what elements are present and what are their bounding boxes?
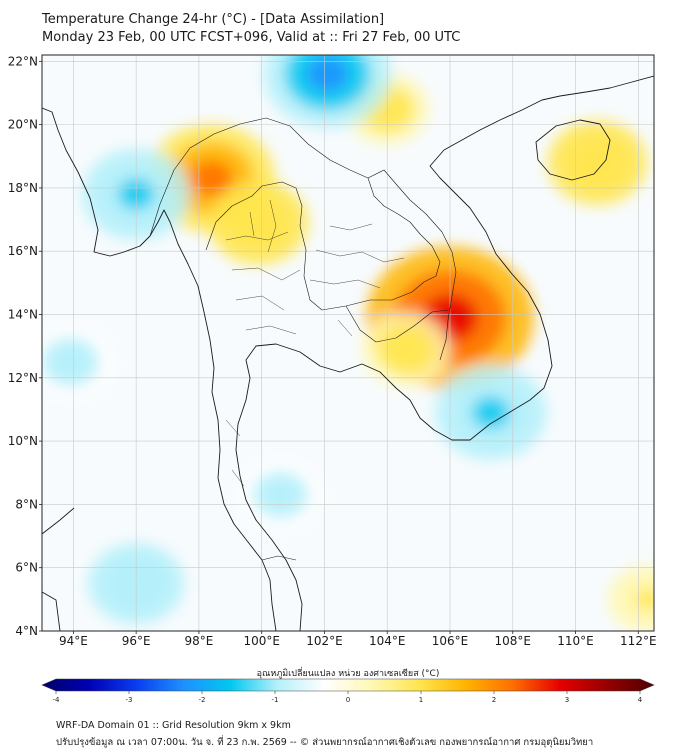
- colorbar-tick-label: -2: [199, 696, 206, 704]
- border-laos-vietnam: [367, 169, 457, 361]
- longitude-labels: 94°E 96°E 98°E 100°E 102°E 104°E 106°E 108°E 110…: [59, 631, 657, 648]
- lon-tick-label: 112°E: [620, 634, 657, 648]
- colorbar-tick-label: -3: [126, 696, 133, 704]
- thai-provinces: [225, 199, 405, 487]
- warm-anomaly-4: [391, 336, 421, 362]
- latitude-labels: 22°N 20°N 18°N 16°N 14°N 12°N 10°N 8°N 6°N 4°N: [8, 54, 42, 638]
- map-subtitle: Monday 23 Feb, 00 UTC FCST+096, Valid at…: [42, 30, 461, 45]
- cool-anomaly-7: [306, 55, 349, 93]
- coastline-west: [42, 107, 277, 631]
- lat-tick-label: 6°N: [15, 561, 38, 575]
- temperature-field: [42, 55, 654, 631]
- colorbar-ticks: -4 -3 -2 -1 0 1 2 3 4: [53, 691, 643, 704]
- warm-anomaly-3: [580, 148, 615, 177]
- coastlines-and-borders: [42, 75, 654, 631]
- gridlines: [42, 55, 654, 631]
- lat-tick-label: 22°N: [8, 54, 38, 68]
- lat-tick-label: 20°N: [8, 118, 38, 132]
- country-borders: [149, 117, 457, 561]
- lon-tick-label: 94°E: [59, 634, 88, 648]
- lon-tick-label: 100°E: [243, 634, 280, 648]
- colorbar-tick-label: 3: [565, 696, 569, 704]
- cool-anomaly-10: [55, 349, 85, 375]
- colorbar-tick-label: 4: [638, 696, 643, 704]
- warm-anomaly-2: [241, 208, 276, 237]
- map-title: Temperature Change 24-hr (°C) - [Data As…: [42, 12, 385, 27]
- warm-anomaly-0: [190, 160, 233, 197]
- lat-tick-label: 8°N: [15, 497, 38, 511]
- colorbar: -4 -3 -2 -1 0 1 2 3 4: [41, 678, 655, 704]
- warm-anomaly-6: [634, 588, 654, 611]
- lon-tick-label: 110°E: [557, 634, 594, 648]
- lon-tick-label: 98°E: [184, 634, 213, 648]
- lon-tick-label: 102°E: [306, 634, 343, 648]
- colorbar-tick-label: 2: [492, 696, 496, 704]
- border-cambodia: [345, 305, 449, 343]
- map-frame: [41, 54, 655, 632]
- border-malaysia: [261, 555, 297, 561]
- lon-tick-label: 96°E: [122, 634, 151, 648]
- colorbar-tick-label: -4: [53, 696, 61, 704]
- colorbar-tick-label: 0: [346, 696, 350, 704]
- lon-tick-label: 106°E: [432, 634, 469, 648]
- border-myanmar-china: [149, 117, 369, 237]
- lat-tick-label: 10°N: [8, 434, 38, 448]
- lon-tick-label: 104°E: [369, 634, 406, 648]
- colorbar-tick-label: -1: [272, 696, 279, 704]
- cool-anomaly-9: [472, 396, 510, 429]
- lat-tick-label: 18°N: [8, 181, 38, 195]
- hainan-island: [535, 119, 611, 181]
- colorbar-strip: [41, 678, 655, 692]
- footer-credit: ปรับปรุงข้อมูล ณ เวลา 07:00น. วัน จ. ที่…: [56, 737, 594, 748]
- map-area: [42, 55, 654, 631]
- footer-model-info: WRF-DA Domain 01 :: Grid Resolution 9km …: [56, 720, 291, 731]
- cool-anomaly-12: [266, 483, 295, 507]
- colorbar-title: อุณหภูมิเปลี่ยนแปลง หน่วย องศาเซลเซียส (…: [256, 669, 440, 679]
- lat-tick-label: 4°N: [15, 624, 38, 638]
- lat-tick-label: 16°N: [8, 244, 38, 258]
- lon-tick-label: 108°E: [495, 634, 532, 648]
- colorbar-tick-label: 1: [419, 696, 423, 704]
- coastline-gulf: [235, 75, 654, 631]
- coastline-sumatra: [42, 507, 75, 631]
- lat-tick-label: 12°N: [8, 371, 38, 385]
- lat-tick-label: 14°N: [8, 308, 38, 322]
